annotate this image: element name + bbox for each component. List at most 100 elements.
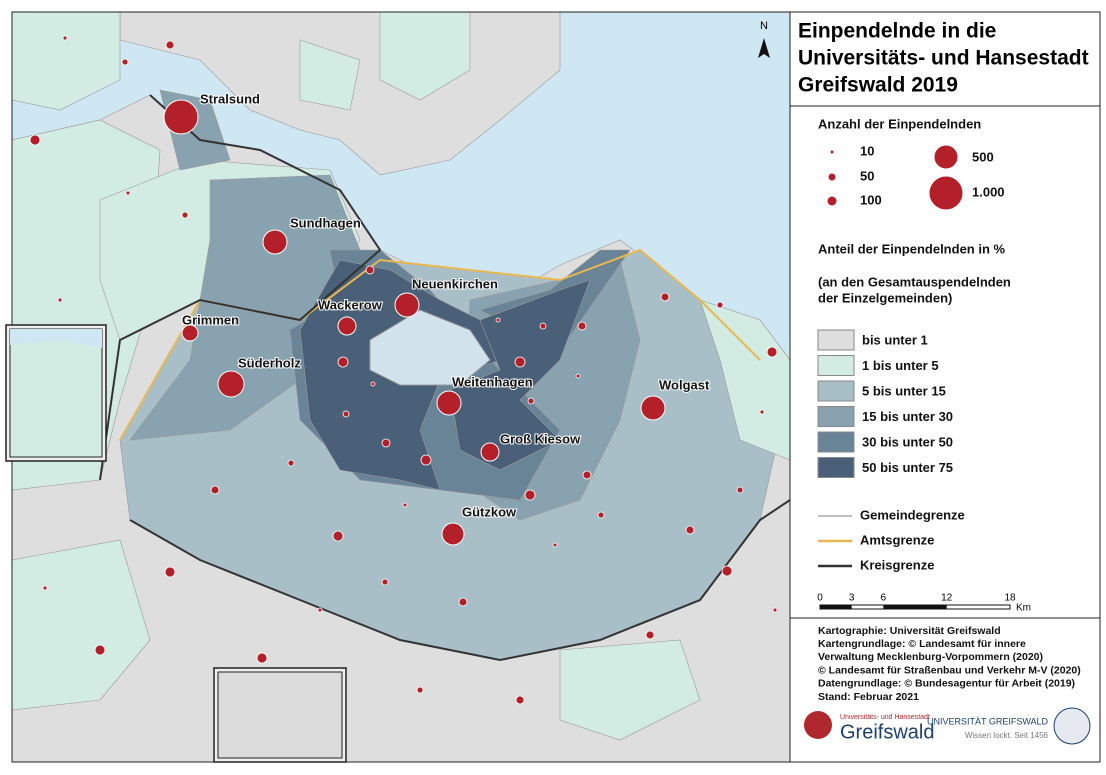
city-logo-name: Greifswald: [840, 721, 934, 743]
legend-label: 15 bis unter 30: [862, 409, 953, 424]
municipality-area: [129, 174, 361, 441]
uni-logo-motto: Wissen lockt. Seit 1456: [965, 731, 1049, 740]
commuter-circle: [42, 585, 48, 591]
commuter-circle: [370, 381, 376, 387]
municipality-area: [449, 279, 591, 471]
legend-label: 500: [972, 149, 994, 164]
lake-area: [369, 309, 491, 386]
share-heading: Anteil der Einpendelnden in %: [818, 241, 1006, 256]
credit-line: Verwaltung Mecklenburg-Vorpommern (2020): [818, 651, 1043, 663]
legend-label: 100: [860, 192, 882, 207]
inset-neubrandenburg-map: [217, 671, 343, 759]
commuter-circle: [394, 292, 420, 318]
commuter-circle: [577, 321, 587, 331]
count-heading: Anzahl der Einpendelnden: [818, 116, 981, 131]
legend-swatch: [817, 431, 855, 453]
commuter-circle: [342, 410, 350, 418]
commuter-circle: [165, 40, 175, 50]
credit-line: Kartengrundlage: © Landesamt für innere: [818, 638, 1026, 650]
commuter-circle: [57, 297, 63, 303]
legend-label: 1 bis unter 5: [862, 358, 939, 373]
commuter-circle: [495, 317, 501, 323]
inset-rostock-map: [9, 328, 103, 458]
commuter-circle: [217, 370, 245, 398]
legend-symbol: [827, 172, 837, 182]
commuter-circle: [164, 566, 176, 578]
north-label: N: [760, 20, 768, 32]
scale-label: 0: [817, 593, 823, 604]
legend-label: 50 bis unter 75: [862, 460, 953, 475]
kreis-boundary: [129, 499, 791, 662]
city-logo: [804, 711, 832, 739]
commuter-circle: [29, 134, 41, 146]
share-note: (an den Gesamtauspendelnden: [818, 274, 1011, 289]
commuter-circle: [640, 395, 666, 421]
legend-label: 50: [860, 168, 874, 183]
commuter-circle: [181, 211, 189, 219]
commuter-circle: [94, 644, 106, 656]
commuter-circle: [645, 630, 655, 640]
scale-label: 6: [881, 593, 887, 604]
commuter-circle: [337, 356, 349, 368]
commuter-circle: [514, 356, 526, 368]
municipality-area: [299, 39, 361, 111]
commuter-circle: [660, 292, 670, 302]
commuter-circle: [420, 454, 432, 466]
legend-label: 1.000: [972, 184, 1005, 199]
credit-line: Datengrundlage: © Bundesagentur für Arbe…: [818, 678, 1075, 690]
scale-segment: [820, 605, 852, 609]
commuter-circle: [365, 265, 375, 275]
commuter-circle: [317, 607, 323, 613]
commuter-circle: [766, 346, 778, 358]
legend-title: Einpendelnde in die: [798, 20, 996, 43]
scale-label: 3: [849, 593, 855, 604]
legend-symbol: [928, 175, 964, 211]
commuter-circle: [381, 438, 391, 448]
commuter-circle: [575, 373, 581, 379]
credit-line: © Landesamt für Straßenbau und Verkehr M…: [818, 664, 1081, 676]
commuter-circle: [402, 502, 408, 508]
commuter-circle: [163, 99, 199, 135]
place-label: Groß Kiesow: [500, 431, 581, 446]
place-label: Weitenhagen: [452, 374, 533, 389]
legend-swatch: [817, 457, 855, 478]
kreis-boundary: [99, 94, 382, 481]
scale-unit: Km: [1016, 603, 1031, 614]
uni-seal: [1053, 707, 1091, 745]
commuter-circle: [121, 58, 129, 66]
commuter-circle: [582, 470, 592, 480]
place-label: Süderholz: [238, 355, 301, 370]
legend-swatch: [817, 355, 855, 376]
legend-label: Kreisgrenze: [860, 557, 934, 572]
legend-swatch: [817, 329, 855, 351]
commuter-circle: [287, 459, 295, 467]
commuter-circle: [772, 607, 778, 613]
place-label: Wackerow: [318, 297, 383, 312]
commuter-circle: [181, 324, 199, 342]
commuter-circle: [759, 409, 765, 415]
place-label: Sundhagen: [290, 215, 361, 230]
commuter-circle: [210, 485, 220, 495]
north-arrow: [758, 38, 770, 58]
commuter-circle: [685, 525, 695, 535]
commuter-circle: [721, 565, 733, 577]
legend-label: 5 bis unter 15: [862, 383, 946, 398]
commuter-circle: [262, 229, 288, 255]
legend-swatch: [817, 406, 855, 427]
legend-title: Universitäts- und Hansestadt: [798, 47, 1089, 70]
commuter-circle: [515, 695, 525, 705]
scale-segment: [883, 605, 947, 609]
commuter-circle: [381, 578, 389, 586]
share-note: der Einzelgemeinden): [818, 290, 952, 305]
commuter-circle: [337, 316, 357, 336]
scale-label: 12: [941, 593, 953, 604]
uni-logo-name: UNIVERSITÄT GREIFSWALD: [927, 716, 1049, 726]
legend-symbol: [829, 149, 835, 155]
commuter-circle: [524, 489, 536, 501]
legend-label: 10: [860, 143, 874, 158]
commuter-circle: [716, 301, 724, 309]
place-label: Stralsund: [200, 91, 260, 106]
scale-label: 18: [1004, 593, 1016, 604]
place-label: Neuenkirchen: [412, 276, 498, 291]
